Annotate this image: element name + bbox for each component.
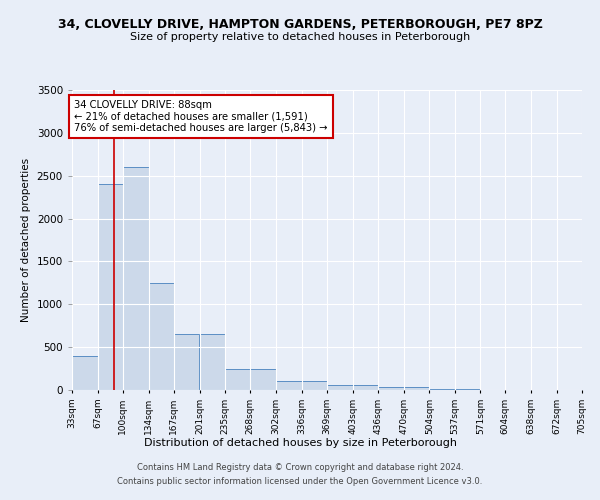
Bar [149,283,173,390]
Bar [430,389,455,390]
Bar [199,334,226,390]
Text: 34 CLOVELLY DRIVE: 88sqm
← 21% of detached houses are smaller (1,591)
76% of sem: 34 CLOVELLY DRIVE: 88sqm ← 21% of detach… [74,100,328,134]
Bar [173,334,199,390]
Bar [404,386,430,390]
Bar [378,386,404,390]
Bar [123,167,149,390]
Bar [276,382,302,390]
Bar [98,184,123,390]
Bar [226,368,250,390]
Bar [72,356,98,390]
Bar [250,368,276,390]
Bar [302,382,327,390]
Text: Size of property relative to detached houses in Peterborough: Size of property relative to detached ho… [130,32,470,42]
Text: Contains HM Land Registry data © Crown copyright and database right 2024.: Contains HM Land Registry data © Crown c… [137,464,463,472]
Bar [327,385,353,390]
Bar [353,385,378,390]
Text: Contains public sector information licensed under the Open Government Licence v3: Contains public sector information licen… [118,477,482,486]
Bar [455,389,481,390]
Text: 34, CLOVELLY DRIVE, HAMPTON GARDENS, PETERBOROUGH, PE7 8PZ: 34, CLOVELLY DRIVE, HAMPTON GARDENS, PET… [58,18,542,30]
Text: Distribution of detached houses by size in Peterborough: Distribution of detached houses by size … [143,438,457,448]
Y-axis label: Number of detached properties: Number of detached properties [21,158,31,322]
